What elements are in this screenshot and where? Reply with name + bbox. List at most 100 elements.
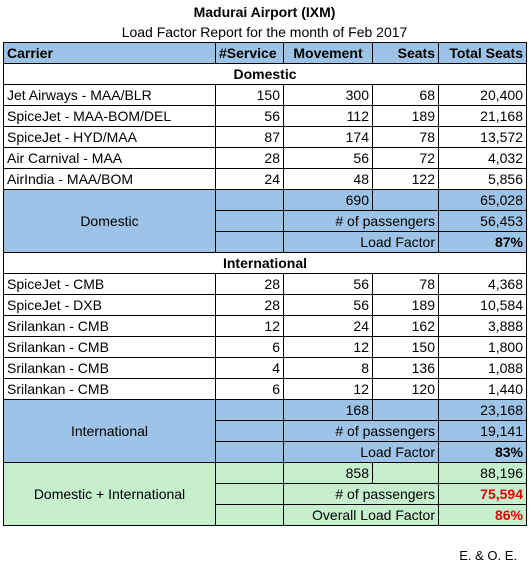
international-lf-row: Load Factor 83% [4,441,527,463]
movement-cell: 12 [283,378,373,400]
seats-cell: 136 [372,357,439,379]
total-seats-cell: 1,440 [438,378,527,400]
total-seats-cell: 20,400 [438,84,527,106]
service-cell: 24 [215,168,284,190]
summary-blank-cell [215,462,284,484]
header-total-seats: Total Seats [438,42,527,64]
seats-cell: 189 [372,294,439,316]
total-seats-cell: 21,168 [438,105,527,127]
movement-cell: 48 [283,168,373,190]
carrier-cell: Srilankan - CMB [3,378,216,400]
combined-pax-value: 75,594 [438,483,527,505]
carrier-cell: SpiceJet - CMB [3,273,216,295]
movement-cell: 24 [283,315,373,337]
service-cell: 87 [215,126,284,148]
carrier-cell: Srilankan - CMB [3,357,216,379]
total-seats-cell: 4,032 [438,147,527,169]
header-row: Carrier #Service Movement Seats Total Se… [3,42,527,64]
total-seats-cell: 1,088 [438,357,527,379]
carrier-cell: Srilankan - CMB [3,315,216,337]
table-row: Srilankan - CMB 6 12 120 1,440 [3,378,527,400]
seats-cell: 189 [372,105,439,127]
summary-blank-cell [215,420,284,442]
service-cell: 12 [215,315,284,337]
section-international-row: International [3,252,527,274]
service-cell: 28 [215,147,284,169]
table-row: Srilankan - CMB 6 12 150 1,800 [3,336,527,358]
domestic-pax-value: 56,453 [438,210,527,232]
summary-blank-cell [215,441,284,463]
combined-summary-row: Domestic + International 858 88,196 [3,462,527,526]
total-seats-cell: 1,800 [438,336,527,358]
header-carrier: Carrier [3,42,216,64]
movement-cell: 300 [283,84,373,106]
international-pax-label: # of passengers [283,420,439,442]
seats-cell: 72 [372,147,439,169]
total-seats-cell: 13,572 [438,126,527,148]
domestic-lf-label: Load Factor [283,231,439,253]
seats-cell: 120 [372,378,439,400]
carrier-cell: Jet Airways - MAA/BLR [3,84,216,106]
seats-cell: 162 [372,315,439,337]
table-row: SpiceJet - HYD/MAA 87 174 78 13,572 [3,126,527,148]
combined-lf-row: Overall Load Factor 86% [4,504,527,526]
domestic-movement-total: 690 [283,189,373,211]
table-row: SpiceJet - CMB 28 56 78 4,368 [3,273,527,295]
header-seats: Seats [372,42,439,64]
summary-blank-cell [215,210,284,232]
movement-cell: 56 [283,273,373,295]
movement-cell: 174 [283,126,373,148]
summary-blank-cell [372,462,439,484]
domestic-rows: Jet Airways - MAA/BLR 150 300 68 20,400 Spice… [3,84,527,190]
combined-lf-value: 86% [438,504,527,526]
domestic-lf-value: 87% [438,231,527,253]
table-row: SpiceJet - MAA-BOM/DEL 56 112 189 21,168 [3,105,527,127]
report-title: Madurai Airport (IXM) [193,4,336,20]
table-row: SpiceJet - DXB 28 56 189 10,584 [3,294,527,316]
international-summary-row: International 168 23,168 [3,399,527,463]
section-domestic-label: Domestic [3,63,527,85]
combined-movement-total: 858 [283,462,373,484]
international-pax-row: # of passengers 19,141 [4,420,527,442]
service-cell: 6 [215,336,284,358]
service-cell: 4 [215,357,284,379]
international-summary-label: International [3,399,216,463]
summary-blank-cell [215,504,284,526]
international-pax-value: 19,141 [438,420,527,442]
domestic-summary-label: Domestic [3,189,216,253]
carrier-cell: Air Carnival - MAA [3,147,216,169]
carrier-cell: AirIndia - MAA/BOM [3,168,216,190]
movement-cell: 112 [283,105,373,127]
service-cell: 150 [215,84,284,106]
domestic-summary-row: Domestic 690 65,028 [3,189,527,253]
domestic-seats-total: 65,028 [438,189,527,211]
table-row: Srilankan - CMB 4 8 136 1,088 [3,357,527,379]
movement-cell: 56 [283,147,373,169]
table-row: Air Carnival - MAA 28 56 72 4,032 [3,147,527,169]
seats-cell: 78 [372,273,439,295]
service-cell: 28 [215,294,284,316]
combined-lf-label: Overall Load Factor [283,504,439,526]
total-seats-cell: 10,584 [438,294,527,316]
international-movement-total: 168 [283,399,373,421]
domestic-pax-label: # of passengers [283,210,439,232]
section-international-label: International [3,252,527,274]
summary-blank-cell [372,189,439,211]
international-seats-total: 23,168 [438,399,527,421]
movement-cell: 12 [283,336,373,358]
carrier-cell: Srilankan - CMB [3,336,216,358]
header-service: #Service [215,42,284,64]
combined-pax-label: # of passengers [283,483,439,505]
international-rows: SpiceJet - CMB 28 56 78 4,368 SpiceJet - DXB 2… [3,273,527,400]
summary-blank-cell [372,399,439,421]
movement-cell: 8 [283,357,373,379]
footer-note: E. & O. E. [459,548,517,563]
service-cell: 56 [215,105,284,127]
table-row: Srilankan - CMB 12 24 162 3,888 [3,315,527,337]
seats-cell: 78 [372,126,439,148]
international-lf-label: Load Factor [283,441,439,463]
seats-cell: 122 [372,168,439,190]
service-cell: 28 [215,273,284,295]
carrier-cell: SpiceJet - MAA-BOM/DEL [3,105,216,127]
